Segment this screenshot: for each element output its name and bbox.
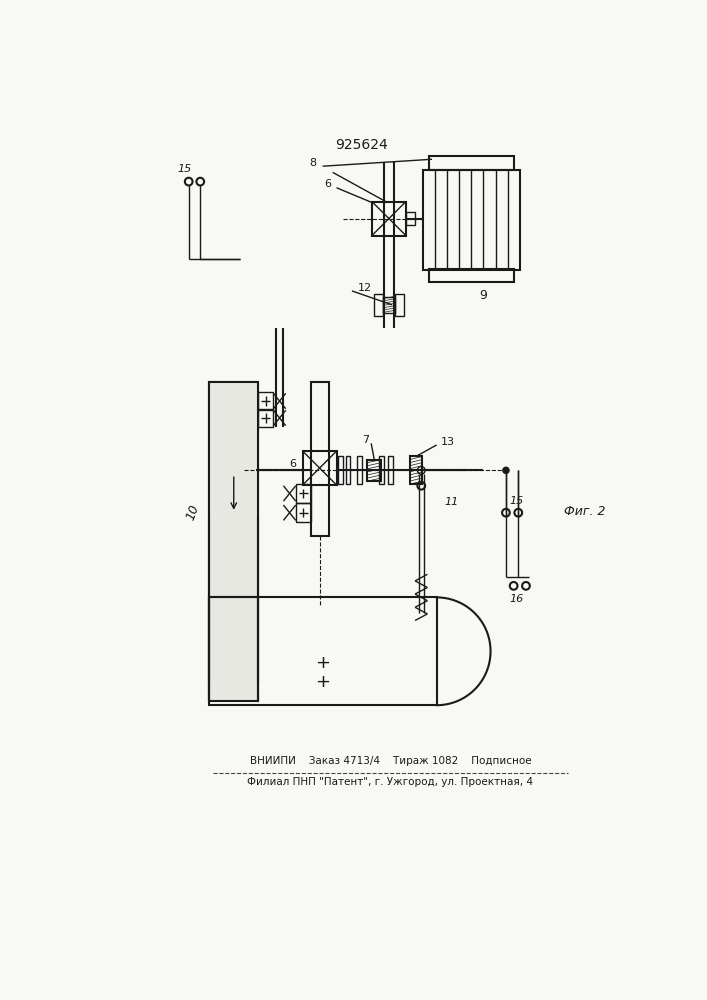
Text: 925624: 925624 xyxy=(336,138,388,152)
Bar xyxy=(379,456,383,484)
Bar xyxy=(303,451,337,485)
Text: 13: 13 xyxy=(440,437,455,447)
Bar xyxy=(338,456,343,484)
Bar xyxy=(209,382,258,701)
Text: Фиг. 2: Фиг. 2 xyxy=(563,505,605,518)
Bar xyxy=(296,503,311,522)
Bar xyxy=(429,269,514,282)
Text: 15: 15 xyxy=(510,496,524,506)
Bar xyxy=(395,294,404,316)
Text: 10: 10 xyxy=(184,503,201,522)
Bar xyxy=(311,382,329,536)
Bar xyxy=(346,456,351,484)
Bar xyxy=(209,597,437,705)
Bar xyxy=(357,456,362,484)
Bar xyxy=(423,170,520,270)
Bar xyxy=(258,409,274,427)
Text: 8: 8 xyxy=(310,158,317,168)
Text: 16: 16 xyxy=(510,594,524,604)
Text: +: + xyxy=(315,673,331,691)
Bar xyxy=(382,297,395,312)
Bar xyxy=(388,456,393,484)
Text: 7: 7 xyxy=(362,435,369,445)
Bar xyxy=(258,392,274,410)
Text: Филиал ПНП "Патент", г. Ужгород, ул. Проектная, 4: Филиал ПНП "Патент", г. Ужгород, ул. Про… xyxy=(247,777,534,787)
Text: 11: 11 xyxy=(444,497,459,507)
Bar xyxy=(373,294,382,316)
Circle shape xyxy=(503,467,509,473)
Bar xyxy=(409,456,422,484)
Bar xyxy=(372,202,406,235)
Text: 6: 6 xyxy=(289,459,296,469)
Text: ВНИИПИ    Заказ 4713/4    Тираж 1082    Подписное: ВНИИПИ Заказ 4713/4 Тираж 1082 Подписное xyxy=(250,756,531,766)
Bar xyxy=(429,156,514,170)
Text: 6: 6 xyxy=(324,179,331,189)
Text: +: + xyxy=(315,654,331,672)
Text: 15: 15 xyxy=(177,164,192,174)
Bar xyxy=(296,484,311,503)
Text: 12: 12 xyxy=(357,283,371,293)
Bar xyxy=(406,212,415,225)
Bar xyxy=(368,460,381,481)
Text: 9: 9 xyxy=(479,289,487,302)
